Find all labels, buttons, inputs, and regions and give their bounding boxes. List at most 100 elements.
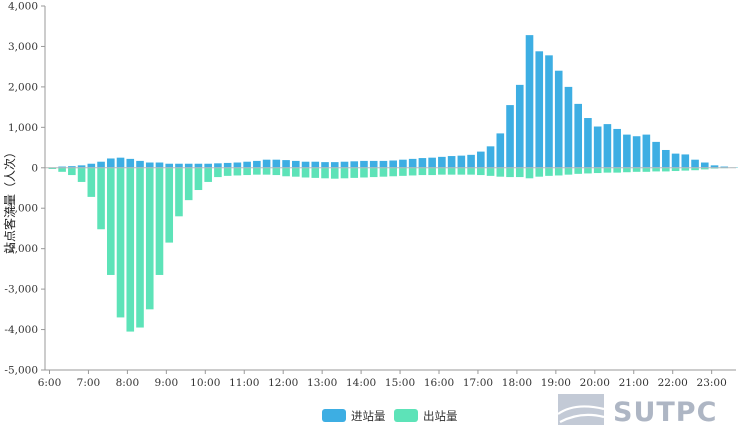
- logo-wave-icon: [557, 405, 605, 415]
- inbound-bar-15: [194, 163, 203, 168]
- outbound-bar-19: [233, 167, 242, 176]
- outbound-bar-53: [564, 167, 573, 175]
- inbound-bar-59: [623, 134, 631, 168]
- outbound-bar-32: [360, 167, 368, 178]
- inbound-bar-42: [457, 155, 466, 168]
- outbound-bar-39: [428, 167, 436, 176]
- legend-item-inbound[interactable]: 进站量: [322, 409, 386, 423]
- x-axis-ticks: 6:00 7:00 8:00 9:00 10:00 11:00 12:00 13:00 14:0…: [38, 370, 727, 389]
- x-tick-label: 21:00: [619, 377, 649, 389]
- outbound-bar-12: [165, 167, 174, 243]
- inbound-bar-24: [282, 160, 290, 168]
- inbound-bar-64: [671, 153, 680, 168]
- outbound-bar-2: [68, 167, 76, 176]
- outbound-bar-21: [253, 167, 261, 175]
- inbound-bar-2: [68, 166, 76, 168]
- outbound-bar-17: [214, 167, 222, 178]
- inbound-bar-28: [321, 162, 329, 168]
- x-tick-label: 13:00: [307, 377, 337, 389]
- outbound-bar-54: [574, 167, 582, 174]
- outbound-bar-18: [223, 167, 232, 176]
- inbound-bar-35: [389, 160, 397, 168]
- logo-wave2-icon: [559, 413, 605, 423]
- outbound-bar-57: [603, 167, 612, 173]
- outbound-bar-40: [438, 167, 446, 175]
- inbound-bar-52: [554, 70, 563, 168]
- inbound-bar-68: [710, 165, 719, 168]
- outbound-bar-59: [623, 167, 631, 173]
- outbound-bar-62: [652, 167, 660, 172]
- outbound-bar-1: [58, 167, 66, 172]
- inbound-bar-56: [593, 126, 602, 168]
- inbound-bars: [48, 35, 738, 168]
- outbound-bar-64: [671, 167, 680, 172]
- inbound-bar-9: [136, 160, 144, 168]
- outbound-bar-23: [272, 167, 281, 176]
- outbound-bar-43: [467, 167, 475, 175]
- inbound-bar-67: [700, 162, 709, 168]
- y-tick-label: -4,000: [4, 324, 38, 336]
- x-tick-label: 11:00: [229, 377, 259, 389]
- x-tick-label: 20:00: [580, 377, 610, 389]
- inbound-bar-54: [574, 103, 582, 168]
- outbound-bar-55: [584, 167, 592, 174]
- y-tick-label: 0: [31, 162, 38, 174]
- inbound-bar-43: [467, 154, 475, 168]
- inbound-bar-39: [428, 157, 436, 168]
- outbound-bar-26: [301, 167, 310, 178]
- inbound-bar-60: [632, 136, 641, 168]
- x-tick-label: 23:00: [697, 377, 727, 389]
- inbound-bar-21: [253, 160, 261, 168]
- x-tick-label: 22:00: [658, 377, 688, 389]
- inbound-bar-41: [447, 156, 456, 168]
- outbound-bar-24: [282, 167, 290, 177]
- outbound-bar-4: [87, 167, 96, 197]
- outbound-bar-10: [145, 167, 154, 310]
- inbound-bar-45: [486, 146, 495, 168]
- outbound-bar-5: [97, 167, 105, 230]
- inbound-bar-44: [477, 151, 485, 168]
- y-tick-label: -3,000: [4, 284, 38, 296]
- outbound-bar-42: [457, 167, 466, 175]
- x-tick-label: 14:00: [346, 377, 376, 389]
- y-tick-label: 1,000: [8, 122, 38, 134]
- outbound-bar-56: [593, 167, 602, 174]
- outbound-bar-46: [496, 167, 505, 177]
- y-tick-label: -2,000: [4, 243, 38, 255]
- inbound-bar-32: [360, 160, 368, 168]
- outbound-bar-16: [204, 167, 212, 182]
- legend-swatch-outbound: [394, 409, 418, 422]
- inbound-bar-6: [107, 158, 115, 168]
- y-tick-label: -1,000: [4, 203, 38, 215]
- outbound-bar-3: [77, 167, 86, 182]
- x-tick-label: 7:00: [77, 377, 101, 389]
- inbound-bar-11: [155, 162, 164, 168]
- inbound-bar-25: [292, 160, 300, 168]
- outbound-bar-36: [399, 167, 407, 176]
- outbound-bar-66: [691, 167, 699, 171]
- outbound-bar-48: [515, 167, 524, 178]
- inbound-bar-29: [330, 162, 339, 168]
- outbound-bar-51: [545, 167, 553, 176]
- x-tick-label: 19:00: [541, 377, 571, 389]
- inbound-bar-4: [87, 163, 96, 168]
- inbound-bar-40: [438, 156, 446, 168]
- outbound-bar-6: [107, 167, 115, 275]
- legend-label-inbound: 进站量: [351, 409, 386, 423]
- outbound-bar-45: [486, 167, 495, 176]
- inbound-bar-16: [204, 163, 212, 168]
- inbound-bar-58: [613, 128, 621, 168]
- inbound-bar-65: [681, 154, 690, 168]
- outbound-bar-30: [340, 167, 349, 179]
- outbound-bar-67: [700, 167, 709, 170]
- legend-item-outbound[interactable]: 出站量: [394, 409, 458, 423]
- inbound-bar-61: [642, 134, 651, 168]
- legend: 进站量 出站量: [322, 409, 458, 423]
- inbound-bar-1: [58, 166, 66, 168]
- y-axis-ticks: -5,000 -4,000 -3,000 -2,000 -1,000 0 1,000 2,00…: [4, 1, 45, 377]
- outbound-bar-11: [155, 167, 164, 275]
- outbound-bar-61: [642, 167, 651, 172]
- inbound-bar-51: [545, 55, 553, 168]
- inbound-bar-62: [652, 141, 660, 168]
